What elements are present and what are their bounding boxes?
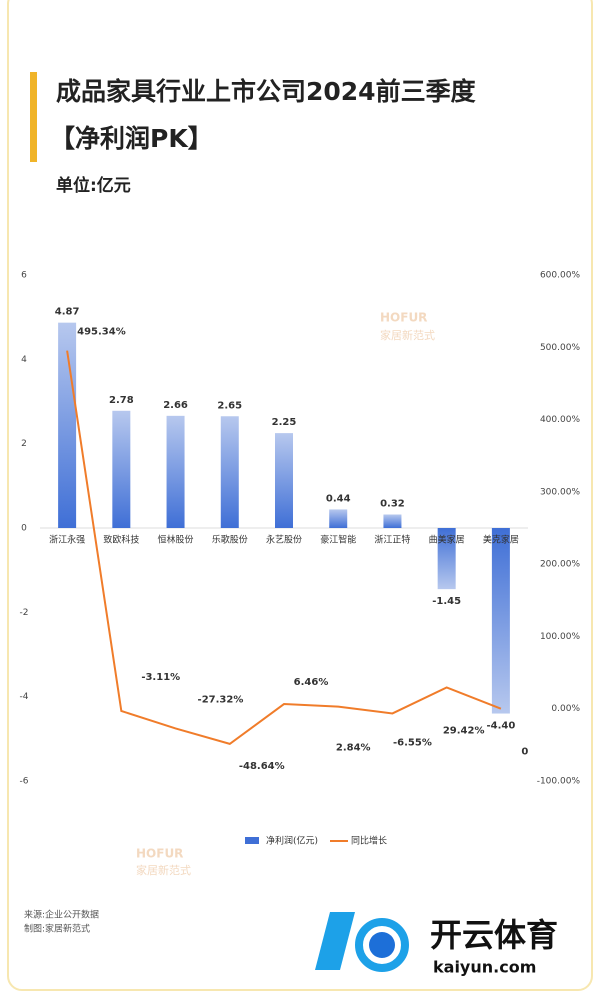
y-tick-label: 0 xyxy=(21,524,27,534)
x-tick-label: 浙江正特 xyxy=(374,534,410,546)
x-tick-label: 浙江永强 xyxy=(49,534,85,546)
title: 【净利润PK】 xyxy=(50,124,213,153)
y2-tick-label: 400.00% xyxy=(540,415,580,425)
bar-value-label: -1.45 xyxy=(432,596,461,607)
bar-value-label: 0.32 xyxy=(380,499,405,510)
bar-value-label: 2.25 xyxy=(272,417,297,428)
bar-value-label: 4.87 xyxy=(55,307,80,318)
bar-value-label: 0.44 xyxy=(326,493,351,504)
bar xyxy=(437,528,456,590)
y2-tick-label: 500.00% xyxy=(540,343,580,353)
x-tick-label: 恒林股份 xyxy=(158,534,194,546)
y2-tick-label: 600.00% xyxy=(540,271,580,281)
y-tick-label: 6 xyxy=(21,271,27,281)
y2-tick-label: 100.00% xyxy=(540,632,580,642)
legend-label: 净利润(亿元) xyxy=(266,835,318,847)
logo: 开云体育 kaiyun.com xyxy=(315,912,558,977)
line-value-label: 29.42% xyxy=(443,725,485,736)
y-tick-label: -4 xyxy=(20,692,29,702)
y2-tick-label: -100.00% xyxy=(537,777,581,787)
x-tick-label: 永艺股份 xyxy=(266,534,302,546)
bar-value-label: 2.65 xyxy=(217,400,242,411)
bar xyxy=(491,528,510,714)
bar xyxy=(166,415,185,528)
source: 来源:企业公开数据 xyxy=(24,909,99,921)
logo-shape xyxy=(315,912,355,970)
watermark: 家居新范式 xyxy=(380,328,435,342)
logo-text: 开云体育 xyxy=(430,916,558,954)
y2-tick-label: 200.00% xyxy=(540,560,580,570)
line-value-label: -6.55% xyxy=(393,737,432,748)
bar-value-label: 2.66 xyxy=(163,400,188,411)
subtitle: 单位:亿元 xyxy=(56,175,131,196)
accent-bar xyxy=(30,72,37,162)
watermark: 家居新范式 xyxy=(136,863,191,877)
line-value-label: 495.34% xyxy=(77,327,126,338)
logo-url: kaiyun.com xyxy=(433,958,536,977)
title: 成品家具行业上市公司2024前三季度 xyxy=(56,77,476,106)
y2-tick-label: 300.00% xyxy=(540,487,580,497)
y-tick-label: -6 xyxy=(20,777,29,787)
line-value-label: 0 xyxy=(521,747,528,758)
line-value-label: 2.84% xyxy=(336,743,371,754)
x-tick-label: 美克家居 xyxy=(483,534,519,546)
x-tick-label: 豪江智能 xyxy=(320,534,356,546)
y2-tick-label: 0.00% xyxy=(551,704,580,714)
bar xyxy=(275,433,293,528)
bar xyxy=(383,514,402,528)
legend-label: 同比增长 xyxy=(351,835,387,847)
logo-shape xyxy=(369,932,395,958)
line-value-label: -48.64% xyxy=(239,761,285,772)
source: 制图:家居新范式 xyxy=(24,923,90,935)
watermark: HOFUR xyxy=(136,847,183,861)
legend-swatch xyxy=(245,837,259,844)
y-tick-label: -2 xyxy=(20,608,29,618)
bar-value-label: -4.40 xyxy=(486,721,515,732)
x-tick-label: 乐歌股份 xyxy=(212,534,248,546)
bar-value-label: 2.78 xyxy=(109,395,134,406)
y-tick-label: 2 xyxy=(21,439,27,449)
line-value-label: -3.11% xyxy=(141,672,180,683)
bar xyxy=(329,509,348,528)
line-value-label: 6.46% xyxy=(294,677,329,688)
line xyxy=(66,350,502,745)
watermark: HOFUR xyxy=(380,311,427,325)
logo-shape xyxy=(355,918,409,972)
y-tick-label: 4 xyxy=(21,355,27,365)
x-tick-label: 曲美家居 xyxy=(429,534,465,546)
bar xyxy=(112,410,131,528)
line-value-label: -27.32% xyxy=(198,694,244,705)
bar xyxy=(220,416,239,528)
x-tick-label: 致欧科技 xyxy=(103,534,139,546)
frame xyxy=(7,0,593,991)
